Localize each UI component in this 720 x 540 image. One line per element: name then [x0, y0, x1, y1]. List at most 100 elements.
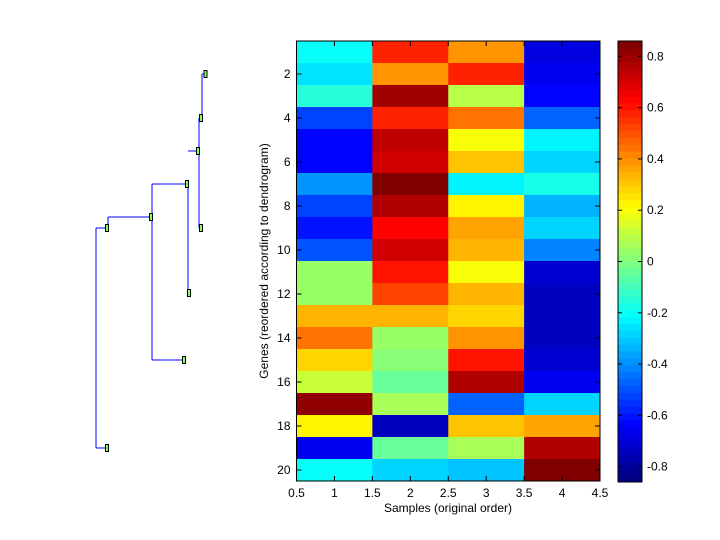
- dendrogram-node-marker: [105, 444, 109, 452]
- heatmap-cell: [524, 85, 601, 108]
- colorbar-segment: [618, 206, 642, 214]
- heatmap-cell: [524, 437, 601, 460]
- heatmap-cell: [372, 459, 449, 482]
- x-axis-label: Samples (original order): [384, 501, 512, 515]
- heatmap-cell: [524, 327, 601, 350]
- colorbar-segment: [618, 289, 642, 297]
- heatmap-cell: [448, 239, 525, 262]
- colorbar-tick-label: 0.4: [647, 152, 664, 166]
- heatmap-cell: [296, 393, 373, 416]
- dendrogram-node-marker: [182, 356, 186, 364]
- heatmap-cell: [372, 327, 449, 350]
- dendrogram: [95, 70, 208, 452]
- heatmap-cell: [296, 63, 373, 86]
- heatmap-cell: [372, 129, 449, 152]
- colorbar-tick-label: -0.4: [647, 357, 668, 371]
- y-tick-label: 10: [277, 243, 291, 257]
- x-tick-label: 1.5: [364, 486, 381, 500]
- colorbar-segment: [618, 351, 642, 359]
- colorbar-segment: [618, 178, 642, 187]
- heatmap-cell: [372, 173, 449, 196]
- colorbar-segment: [618, 137, 642, 145]
- colorbar-segment: [618, 227, 642, 235]
- colorbar-segment: [618, 433, 642, 442]
- heatmap-cell: [448, 327, 525, 350]
- heatmap-cell: [448, 107, 525, 130]
- colorbar-segment: [618, 419, 642, 428]
- colorbar-segment: [618, 392, 642, 400]
- heatmap-cell: [448, 415, 525, 438]
- heatmap-cell: [524, 239, 601, 262]
- heatmap-cell: [448, 41, 525, 64]
- colorbar-segment: [618, 268, 642, 276]
- x-tick-label: 4.5: [592, 486, 609, 500]
- heatmap-cell: [448, 371, 525, 394]
- heatmap-cell: [448, 151, 525, 174]
- colorbar-tick-label: 0.6: [647, 101, 664, 115]
- heatmap-cell: [524, 107, 601, 130]
- colorbar-segment: [618, 109, 642, 118]
- heatmap-cell: [524, 415, 601, 438]
- colorbar-segment: [618, 385, 642, 393]
- colorbar-segment: [618, 61, 642, 70]
- colorbar-segment: [618, 144, 642, 152]
- heatmap-cell: [296, 173, 373, 196]
- heatmap-cell: [372, 107, 449, 130]
- colorbar-segment: [618, 371, 642, 380]
- y-tick-label: 14: [277, 331, 291, 345]
- colorbar-segment: [618, 96, 642, 104]
- colorbar-segment: [618, 323, 642, 331]
- heatmap-cell: [448, 261, 525, 284]
- x-tick-label: 0.5: [288, 486, 305, 500]
- colorbar-segment: [618, 295, 642, 304]
- heatmap-cell: [372, 217, 449, 240]
- colorbar-segment: [618, 468, 642, 476]
- x-tick-label: 1: [331, 486, 338, 500]
- dendrogram-node-marker: [187, 289, 191, 297]
- y-tick-label: 20: [277, 463, 291, 477]
- x-tick-label: 4: [559, 486, 566, 500]
- colorbar-segment: [618, 282, 642, 290]
- colorbar-segment: [618, 240, 642, 249]
- colorbar-segment: [618, 261, 642, 269]
- y-axis-ticks: 2 4 6 8 10 12 14 16 18 20: [277, 67, 600, 477]
- heatmap-cell: [296, 129, 373, 152]
- colorbar-tick-label: 0.2: [647, 203, 664, 217]
- colorbar-segment: [618, 41, 642, 49]
- heatmap-cell: [524, 459, 601, 482]
- heatmap-cell: [296, 371, 373, 394]
- heatmap-cell: [372, 305, 449, 328]
- heatmap-cell: [296, 261, 373, 284]
- colorbar-segment: [618, 461, 642, 469]
- heatmap-cell: [524, 283, 601, 306]
- dendrogram-node-marker: [196, 147, 200, 155]
- colorbar-tick-label: -0.8: [647, 460, 668, 474]
- colorbar-segment: [618, 158, 642, 166]
- heatmap-cell: [448, 283, 525, 306]
- dendrogram-node-marker: [203, 70, 208, 78]
- colorbar-segment: [618, 330, 642, 338]
- heatmap-cell: [296, 217, 373, 240]
- colorbar-segment: [618, 213, 642, 221]
- x-tick-label: 3: [483, 486, 490, 500]
- colorbar: 0.8 0.6 0.4 0.2 0 -0.2 -0.4 -0.6 -0.8: [617, 40, 668, 483]
- heatmap-cell: [524, 371, 601, 394]
- colorbar-segment: [618, 89, 642, 97]
- colorbar-segment: [618, 82, 642, 90]
- colorbar-segment: [618, 454, 642, 462]
- heatmap-cell: [524, 305, 601, 328]
- colorbar-segment: [618, 192, 642, 200]
- heatmap-cell: [296, 41, 373, 64]
- colorbar-tick-label: -0.2: [647, 306, 668, 320]
- heatmap-cell: [372, 437, 449, 460]
- heatmap-cell: [296, 305, 373, 328]
- colorbar-segment: [618, 185, 642, 194]
- colorbar-tick-label: 0: [647, 255, 654, 269]
- colorbar-segment: [618, 357, 642, 366]
- colorbar-tick-label: 0.8: [647, 49, 664, 63]
- colorbar-segment: [618, 364, 642, 373]
- heatmap-cell: [524, 63, 601, 86]
- colorbar-segment: [618, 171, 642, 180]
- colorbar-segment: [618, 302, 642, 311]
